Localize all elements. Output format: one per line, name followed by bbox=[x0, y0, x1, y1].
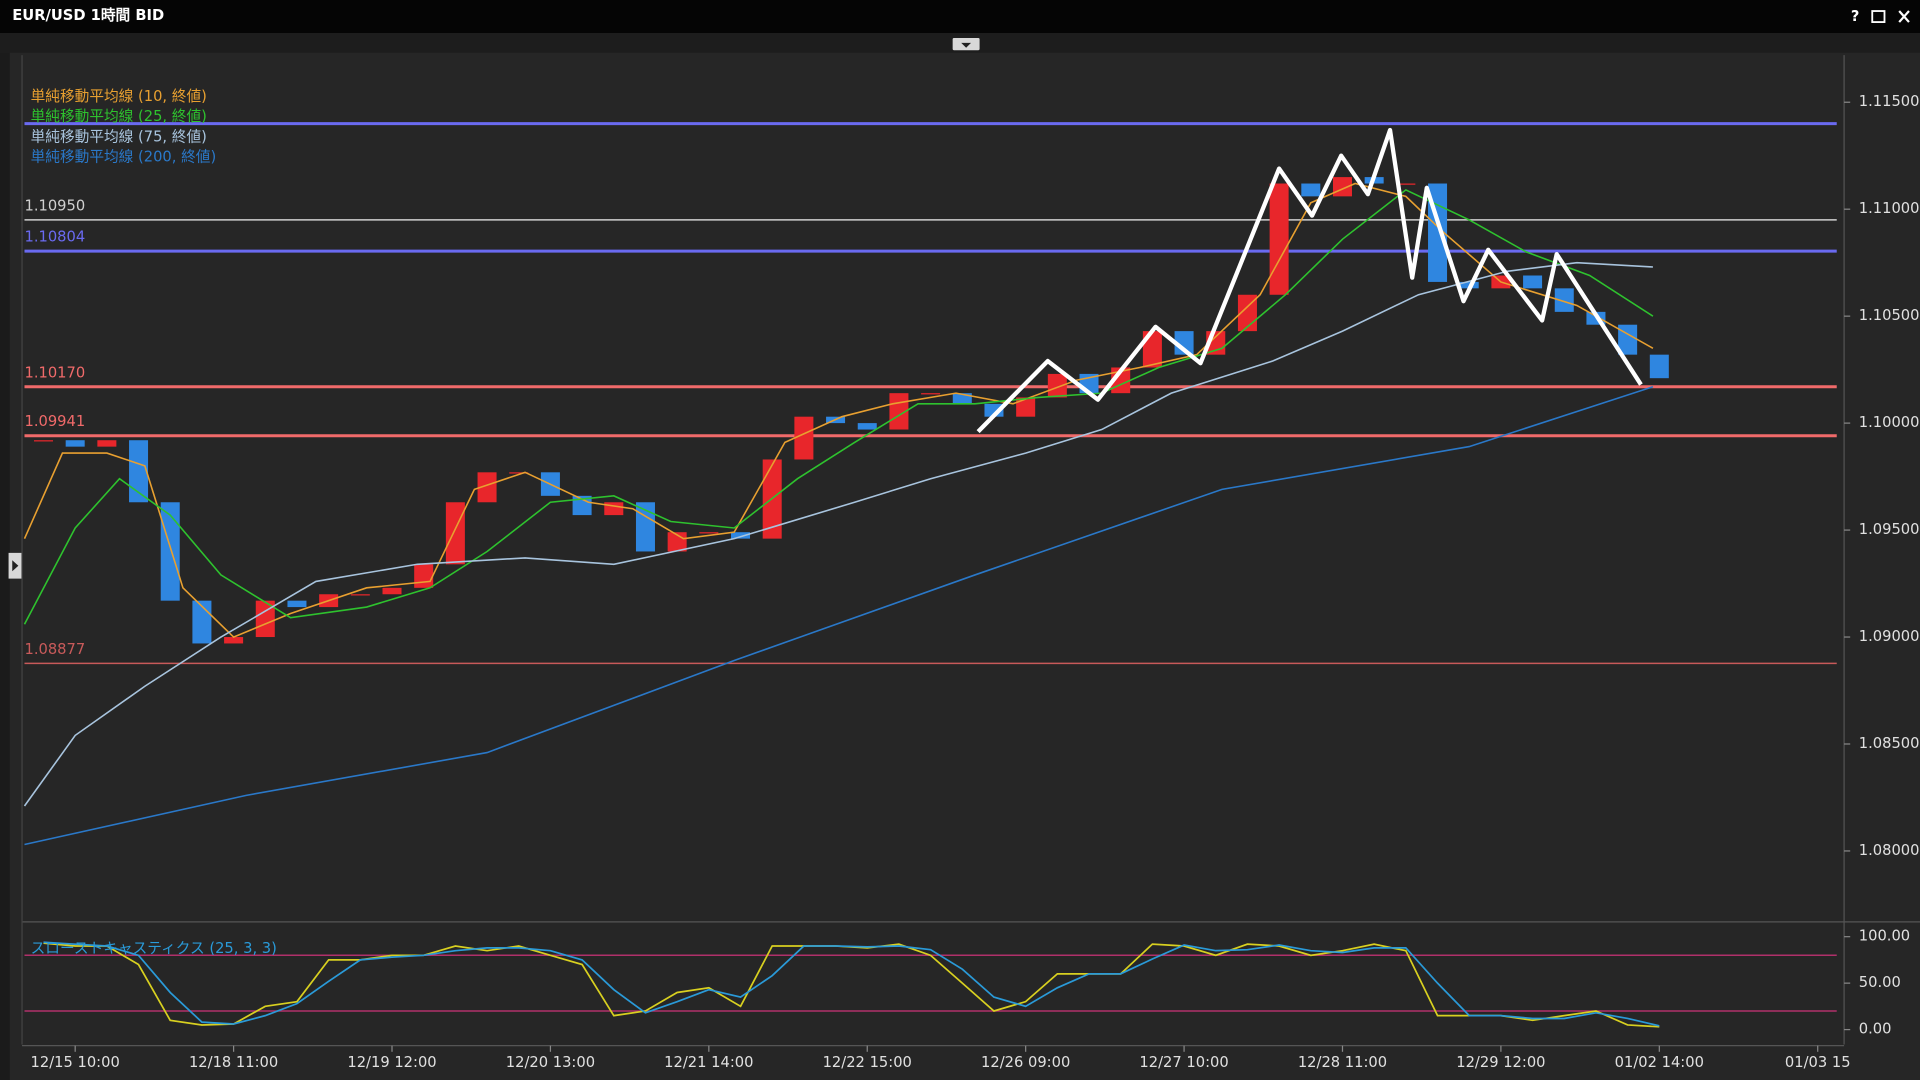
candle bbox=[255, 600, 275, 638]
maximize-button[interactable] bbox=[1871, 10, 1886, 23]
title-bar bbox=[0, 0, 1920, 34]
candle bbox=[952, 393, 972, 404]
side-arrow bbox=[12, 560, 19, 572]
x-tick-label: 01/03 15 bbox=[1785, 1054, 1851, 1071]
x-tick-label: 01/02 14:00 bbox=[1615, 1054, 1704, 1071]
y-tick-label: 1.10000 bbox=[1859, 414, 1920, 431]
candle bbox=[160, 502, 180, 601]
x-tick-label: 12/18 11:00 bbox=[189, 1054, 278, 1071]
y-tick-label: 1.08500 bbox=[1859, 735, 1920, 752]
x-tick-label: 12/22 15:00 bbox=[823, 1054, 912, 1071]
candle bbox=[857, 423, 877, 430]
candle bbox=[65, 440, 85, 447]
y-tick-label: 1.09000 bbox=[1859, 628, 1920, 645]
candle bbox=[509, 472, 529, 474]
x-tick-label: 12/15 10:00 bbox=[31, 1054, 120, 1071]
moving-average-line bbox=[24, 386, 1654, 846]
level-label: 1.09941 bbox=[24, 413, 85, 430]
zigzag-line bbox=[976, 127, 1643, 434]
candle bbox=[1269, 183, 1289, 295]
candle bbox=[731, 532, 751, 539]
x-tick-label: 12/26 09:00 bbox=[981, 1054, 1070, 1071]
legend-entry: 単純移動平均線 (25, 終値) bbox=[31, 108, 207, 125]
candle bbox=[350, 594, 370, 596]
level-label: 1.10950 bbox=[24, 197, 85, 214]
candle bbox=[129, 440, 149, 503]
candle bbox=[224, 637, 244, 644]
candle bbox=[97, 440, 117, 447]
y-tick-label: 1.09500 bbox=[1859, 521, 1920, 538]
help-button[interactable]: ? bbox=[1851, 8, 1860, 25]
close-button[interactable] bbox=[1898, 10, 1910, 23]
candle bbox=[1649, 354, 1669, 379]
moving-average-line bbox=[23, 261, 1653, 807]
y-tick-label: 1.10500 bbox=[1859, 307, 1920, 324]
y-tick-label: 100.00 bbox=[1859, 928, 1910, 945]
candle bbox=[477, 472, 497, 503]
candle bbox=[1396, 183, 1416, 185]
candle bbox=[1301, 183, 1321, 197]
x-tick-label: 12/20 13:00 bbox=[506, 1054, 595, 1071]
window-title: EUR/USD 1時間 BID bbox=[12, 6, 164, 24]
candle bbox=[414, 564, 434, 588]
x-tick-label: 12/19 12:00 bbox=[347, 1054, 436, 1071]
stochastic-line bbox=[43, 941, 1660, 1027]
y-tick-label: 0.00 bbox=[1859, 1021, 1892, 1038]
indicator-title: スローストキャスティクス (25, 3, 3) bbox=[31, 940, 277, 957]
candle bbox=[1016, 397, 1036, 417]
candle bbox=[794, 416, 814, 460]
candle bbox=[33, 440, 54, 442]
candle bbox=[1047, 373, 1067, 398]
x-tick-label: 12/27 10:00 bbox=[1139, 1054, 1228, 1071]
y-tick-label: 1.08000 bbox=[1859, 842, 1920, 859]
level-label: 1.08877 bbox=[24, 641, 85, 658]
x-tick-label: 12/29 12:00 bbox=[1456, 1054, 1545, 1071]
level-label: 1.10804 bbox=[24, 229, 85, 246]
moving-average-line bbox=[23, 182, 1654, 639]
legend-entry: 単純移動平均線 (200, 終値) bbox=[31, 149, 217, 166]
level-label: 1.10170 bbox=[24, 364, 85, 381]
candle bbox=[635, 502, 655, 552]
y-tick-label: 1.11000 bbox=[1859, 200, 1920, 217]
candle bbox=[1523, 275, 1543, 289]
y-tick-label: 50.00 bbox=[1859, 974, 1901, 991]
candle bbox=[382, 587, 402, 595]
x-tick-label: 12/28 11:00 bbox=[1298, 1054, 1387, 1071]
candle bbox=[1554, 288, 1574, 312]
left-strip bbox=[0, 52, 10, 1080]
legend-entry: 単純移動平均線 (10, 終値) bbox=[31, 88, 207, 105]
x-tick-label: 12/21 14:00 bbox=[664, 1054, 753, 1071]
candle bbox=[287, 600, 307, 608]
collapse-arrow bbox=[961, 42, 972, 48]
candle bbox=[445, 502, 465, 565]
legend-entry: 単純移動平均線 (75, 終値) bbox=[31, 128, 207, 145]
moving-average-line bbox=[23, 188, 1654, 625]
y-tick-label: 1.11500 bbox=[1859, 93, 1920, 110]
candle bbox=[699, 532, 719, 534]
candle bbox=[921, 393, 941, 395]
